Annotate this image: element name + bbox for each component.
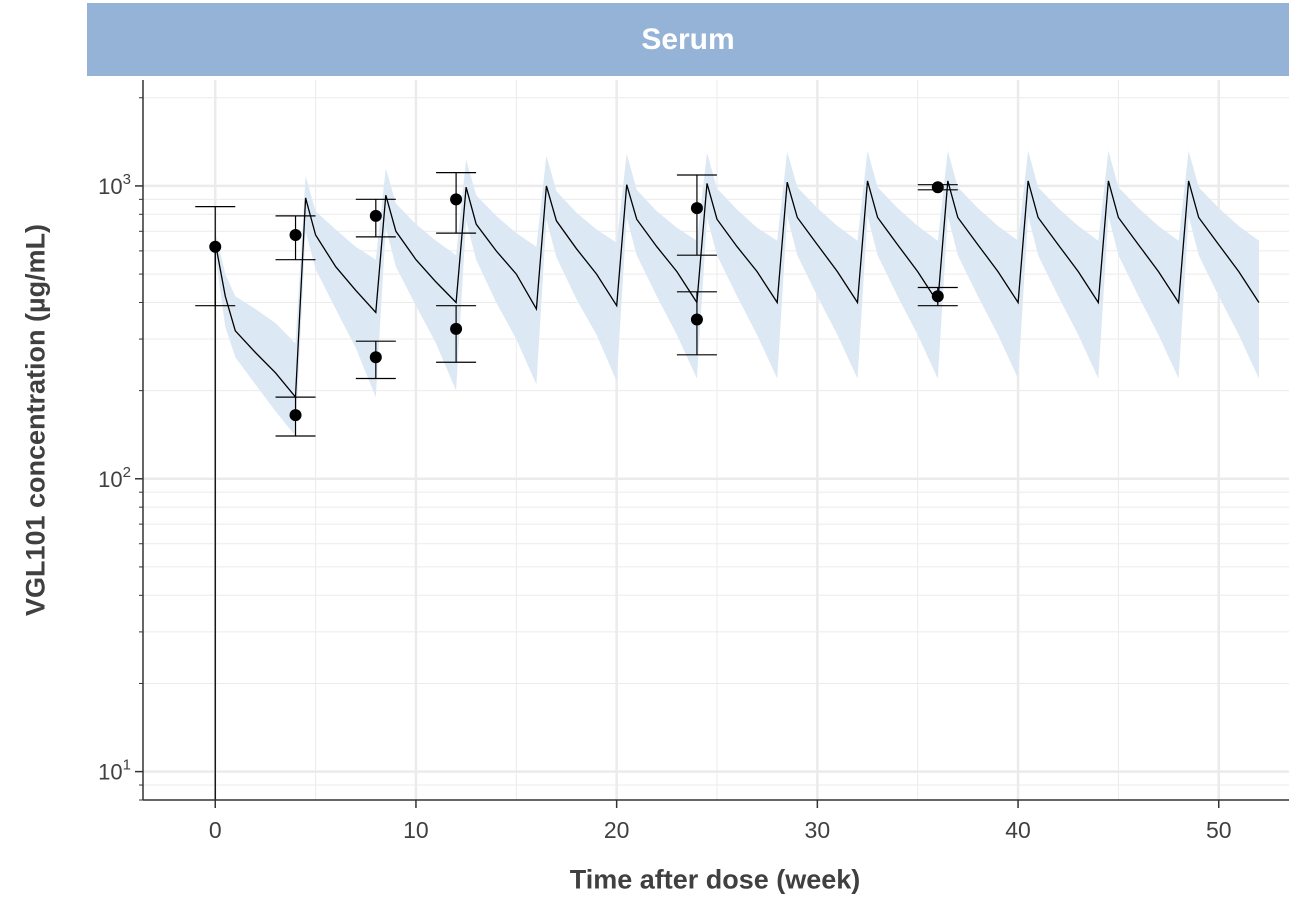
- observed-point: [690, 202, 703, 215]
- x-tick-label: 0: [209, 817, 222, 843]
- y-tick-label: 102: [98, 464, 131, 492]
- observed-point: [289, 228, 302, 241]
- prediction-line: [214, 180, 1260, 399]
- x-tick-label: 40: [1005, 817, 1031, 843]
- observed-point: [289, 409, 302, 422]
- observed-point: [931, 290, 944, 303]
- y-axis-label: VGL101 concentration (µg/mL): [20, 223, 51, 617]
- observed-point: [209, 240, 222, 253]
- observed-points: [209, 181, 944, 422]
- grid: [143, 80, 1289, 801]
- x-axis-label: Time after dose (week): [569, 864, 861, 895]
- observed-point: [369, 351, 382, 364]
- observed-point: [690, 313, 703, 326]
- observed-point: [450, 322, 463, 335]
- axes: 101 102 103 0 10 20 30 40 50: [98, 80, 1289, 843]
- panel-title: Serum: [641, 22, 735, 56]
- prediction-line-group: [214, 180, 1260, 800]
- x-tick-label: 50: [1206, 817, 1232, 843]
- observed-point: [369, 209, 382, 222]
- x-tick-label: 10: [403, 817, 429, 843]
- x-tick-label: 30: [805, 817, 831, 843]
- prediction-band: [215, 150, 1259, 436]
- y-tick-label: 103: [98, 171, 131, 199]
- observed-point: [931, 181, 944, 194]
- prediction-interval-band: [215, 150, 1259, 436]
- observed-point: [450, 193, 463, 206]
- panel-strip: Serum: [87, 3, 1289, 76]
- y-tick-label: 101: [98, 757, 131, 785]
- x-tick-label: 20: [604, 817, 630, 843]
